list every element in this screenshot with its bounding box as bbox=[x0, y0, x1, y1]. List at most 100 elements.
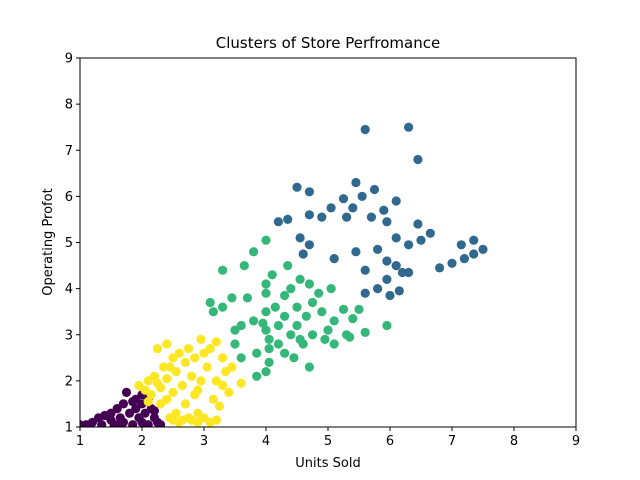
point-cluster_blue-24 bbox=[382, 217, 392, 227]
point-cluster_green-12 bbox=[252, 348, 262, 358]
point-cluster_blue-12 bbox=[342, 212, 352, 222]
chart-title: Clusters of Store Perfromance bbox=[216, 34, 440, 52]
point-cluster_yellow-36 bbox=[208, 394, 218, 404]
point-cluster_blue-38 bbox=[416, 235, 426, 245]
point-cluster_green-15 bbox=[261, 279, 271, 289]
point-cluster_blue-0 bbox=[273, 217, 283, 227]
point-cluster_blue-6 bbox=[304, 240, 314, 250]
point-cluster_yellow-49 bbox=[193, 417, 203, 427]
point-cluster_yellow-39 bbox=[211, 415, 221, 425]
point-cluster_yellow-12 bbox=[162, 394, 172, 404]
point-cluster_green-24 bbox=[273, 320, 283, 331]
point-cluster_yellow-17 bbox=[171, 408, 181, 418]
point-cluster_blue-19 bbox=[366, 212, 376, 222]
point-cluster_green-22 bbox=[267, 270, 277, 280]
point-cluster_blue-33 bbox=[404, 122, 414, 132]
point-cluster_yellow-4 bbox=[146, 390, 156, 400]
point-cluster_green-34 bbox=[295, 274, 305, 284]
y-tick-label-7: 7 bbox=[65, 144, 73, 159]
point-cluster_blue-7 bbox=[304, 187, 314, 197]
point-cluster_green-2 bbox=[218, 265, 228, 275]
point-cluster_blue-29 bbox=[391, 233, 401, 243]
x-tick-label-7: 7 bbox=[448, 434, 456, 449]
point-cluster_green-27 bbox=[280, 348, 290, 358]
point-cluster_green-40 bbox=[314, 288, 324, 298]
point-cluster_purple-27 bbox=[156, 420, 166, 427]
point-cluster_yellow-48 bbox=[177, 415, 187, 425]
point-cluster_blue-8 bbox=[317, 212, 327, 222]
point-cluster_green-23 bbox=[270, 302, 280, 312]
point-cluster_yellow-21 bbox=[180, 357, 190, 367]
point-cluster_green-7 bbox=[236, 353, 246, 363]
point-cluster_green-6 bbox=[230, 339, 240, 349]
point-cluster_yellow-5 bbox=[149, 371, 159, 381]
point-cluster_purple-23 bbox=[143, 420, 153, 427]
points-layer bbox=[80, 122, 488, 427]
point-cluster_yellow-11 bbox=[162, 374, 172, 384]
point-cluster_purple-29 bbox=[128, 397, 138, 407]
point-cluster_yellow-6 bbox=[152, 344, 163, 354]
y-tick-label-2: 2 bbox=[65, 374, 73, 389]
x-tick-label-1: 1 bbox=[76, 434, 84, 449]
point-cluster_blue-10 bbox=[329, 254, 339, 264]
x-axis: 1 2 3 4 5 6 7 8 9 bbox=[76, 427, 580, 449]
x-tick-label-2: 2 bbox=[138, 434, 146, 449]
point-cluster_green-38 bbox=[304, 279, 314, 289]
plot-frame bbox=[79, 57, 577, 428]
x-tick-label-9: 9 bbox=[572, 434, 580, 449]
point-cluster_blue-17 bbox=[360, 265, 370, 275]
x-tick-label-8: 8 bbox=[510, 434, 518, 449]
point-cluster_blue-2 bbox=[292, 182, 302, 192]
point-cluster_green-51 bbox=[382, 320, 392, 331]
point-cluster_purple-30 bbox=[112, 420, 122, 427]
point-cluster_blue-1 bbox=[283, 214, 293, 224]
point-cluster_purple-28 bbox=[100, 410, 110, 421]
point-cluster_blue-35 bbox=[404, 267, 414, 278]
point-cluster_purple-31 bbox=[149, 406, 159, 416]
point-cluster_green-49 bbox=[354, 304, 364, 314]
point-cluster_blue-25 bbox=[382, 256, 392, 266]
point-cluster_blue-14 bbox=[351, 247, 361, 257]
point-cluster_green-48 bbox=[348, 314, 358, 324]
point-cluster_purple-4 bbox=[97, 420, 107, 427]
point-cluster_blue-46 bbox=[478, 244, 488, 254]
point-cluster_blue-42 bbox=[456, 240, 466, 250]
point-cluster_yellow-46 bbox=[236, 378, 246, 388]
point-cluster_blue-9 bbox=[326, 203, 336, 213]
x-tick-label-6: 6 bbox=[386, 434, 394, 449]
point-cluster_green-45 bbox=[329, 339, 339, 349]
point-cluster_blue-20 bbox=[369, 184, 380, 195]
point-cluster_yellow-15 bbox=[168, 387, 178, 397]
point-cluster_blue-36 bbox=[413, 154, 423, 165]
point-cluster_green-55 bbox=[236, 320, 246, 331]
point-cluster_yellow-33 bbox=[202, 362, 212, 372]
point-cluster_green-0 bbox=[205, 297, 215, 308]
point-cluster_green-56 bbox=[258, 318, 268, 328]
x-axis-label: Units Sold bbox=[295, 456, 360, 471]
y-tick-label-4: 4 bbox=[65, 282, 73, 297]
point-cluster_blue-21 bbox=[373, 244, 383, 254]
point-cluster_green-17 bbox=[261, 307, 271, 317]
point-cluster_yellow-45 bbox=[227, 362, 237, 372]
point-cluster_blue-44 bbox=[469, 235, 479, 245]
point-cluster_blue-30 bbox=[391, 261, 401, 271]
point-cluster_yellow-30 bbox=[196, 334, 206, 344]
point-cluster_blue-22 bbox=[373, 284, 383, 294]
point-cluster_green-19 bbox=[264, 334, 274, 344]
point-cluster_yellow-25 bbox=[187, 371, 197, 381]
point-cluster_green-36 bbox=[301, 311, 311, 321]
point-cluster_green-4 bbox=[227, 293, 237, 303]
point-cluster_green-57 bbox=[307, 297, 318, 308]
point-cluster_blue-37 bbox=[413, 219, 423, 229]
y-axis: 1 2 3 4 5 6 7 8 9 bbox=[65, 52, 80, 436]
y-tick-label-1: 1 bbox=[65, 421, 73, 436]
point-cluster_green-9 bbox=[242, 293, 252, 303]
point-cluster_blue-3 bbox=[295, 233, 305, 243]
point-cluster_blue-40 bbox=[435, 263, 445, 273]
point-cluster_green-8 bbox=[239, 261, 249, 271]
point-cluster_green-41 bbox=[317, 307, 327, 317]
point-cluster_yellow-41 bbox=[218, 353, 228, 363]
point-cluster_blue-43 bbox=[459, 254, 469, 264]
point-cluster_green-54 bbox=[295, 334, 305, 344]
